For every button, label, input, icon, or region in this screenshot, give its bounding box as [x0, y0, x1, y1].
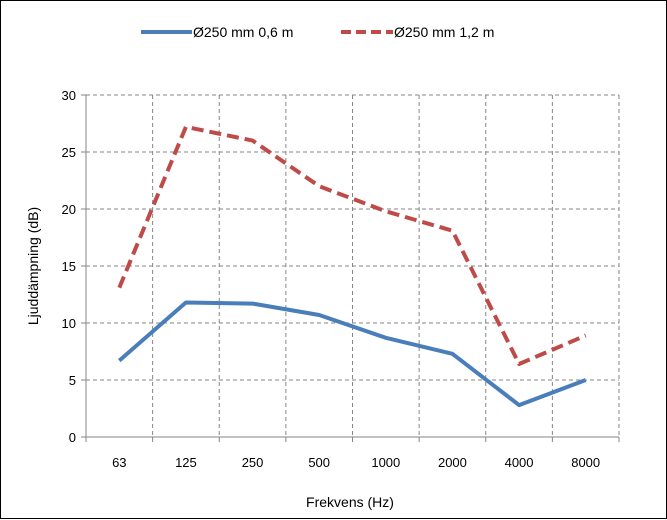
legend-label-1: Ø250 mm 0,6 m: [193, 24, 293, 40]
x-tick-label: 8000: [571, 455, 600, 470]
legend-label-2: Ø250 mm 1,2 m: [394, 24, 494, 40]
y-tick-label: 0: [69, 430, 76, 445]
x-tick-labels: 63 125 250 500 1000 2000 4000 8000: [112, 455, 600, 470]
legend: Ø250 mm 0,6 m Ø250 mm 1,2 m: [141, 24, 494, 40]
y-tick-label: 20: [62, 202, 76, 217]
y-tick-labels: 0 5 10 15 20 25 30: [62, 88, 76, 445]
series-line-1: [117, 300, 587, 408]
axes: [81, 94, 620, 442]
y-axis-title: Ljuddämpning (dB): [25, 207, 41, 325]
series-lines: [117, 124, 587, 408]
series-line-2: [117, 124, 587, 366]
x-axis-title: Frekvens (Hz): [306, 494, 394, 510]
y-tick-label: 30: [62, 88, 76, 103]
x-tick-label: 125: [175, 455, 197, 470]
x-tick-label: 4000: [505, 455, 534, 470]
y-tick-label: 10: [62, 316, 76, 331]
x-tick-label: 500: [308, 455, 330, 470]
x-tick-label: 63: [112, 455, 126, 470]
x-tick-label: 2000: [438, 455, 467, 470]
x-tick-label: 250: [242, 455, 264, 470]
y-tick-label: 15: [62, 259, 76, 274]
x-tick-label: 1000: [371, 455, 400, 470]
y-tick-label: 25: [62, 145, 76, 160]
grid: [86, 94, 620, 437]
y-tick-label: 5: [69, 373, 76, 388]
